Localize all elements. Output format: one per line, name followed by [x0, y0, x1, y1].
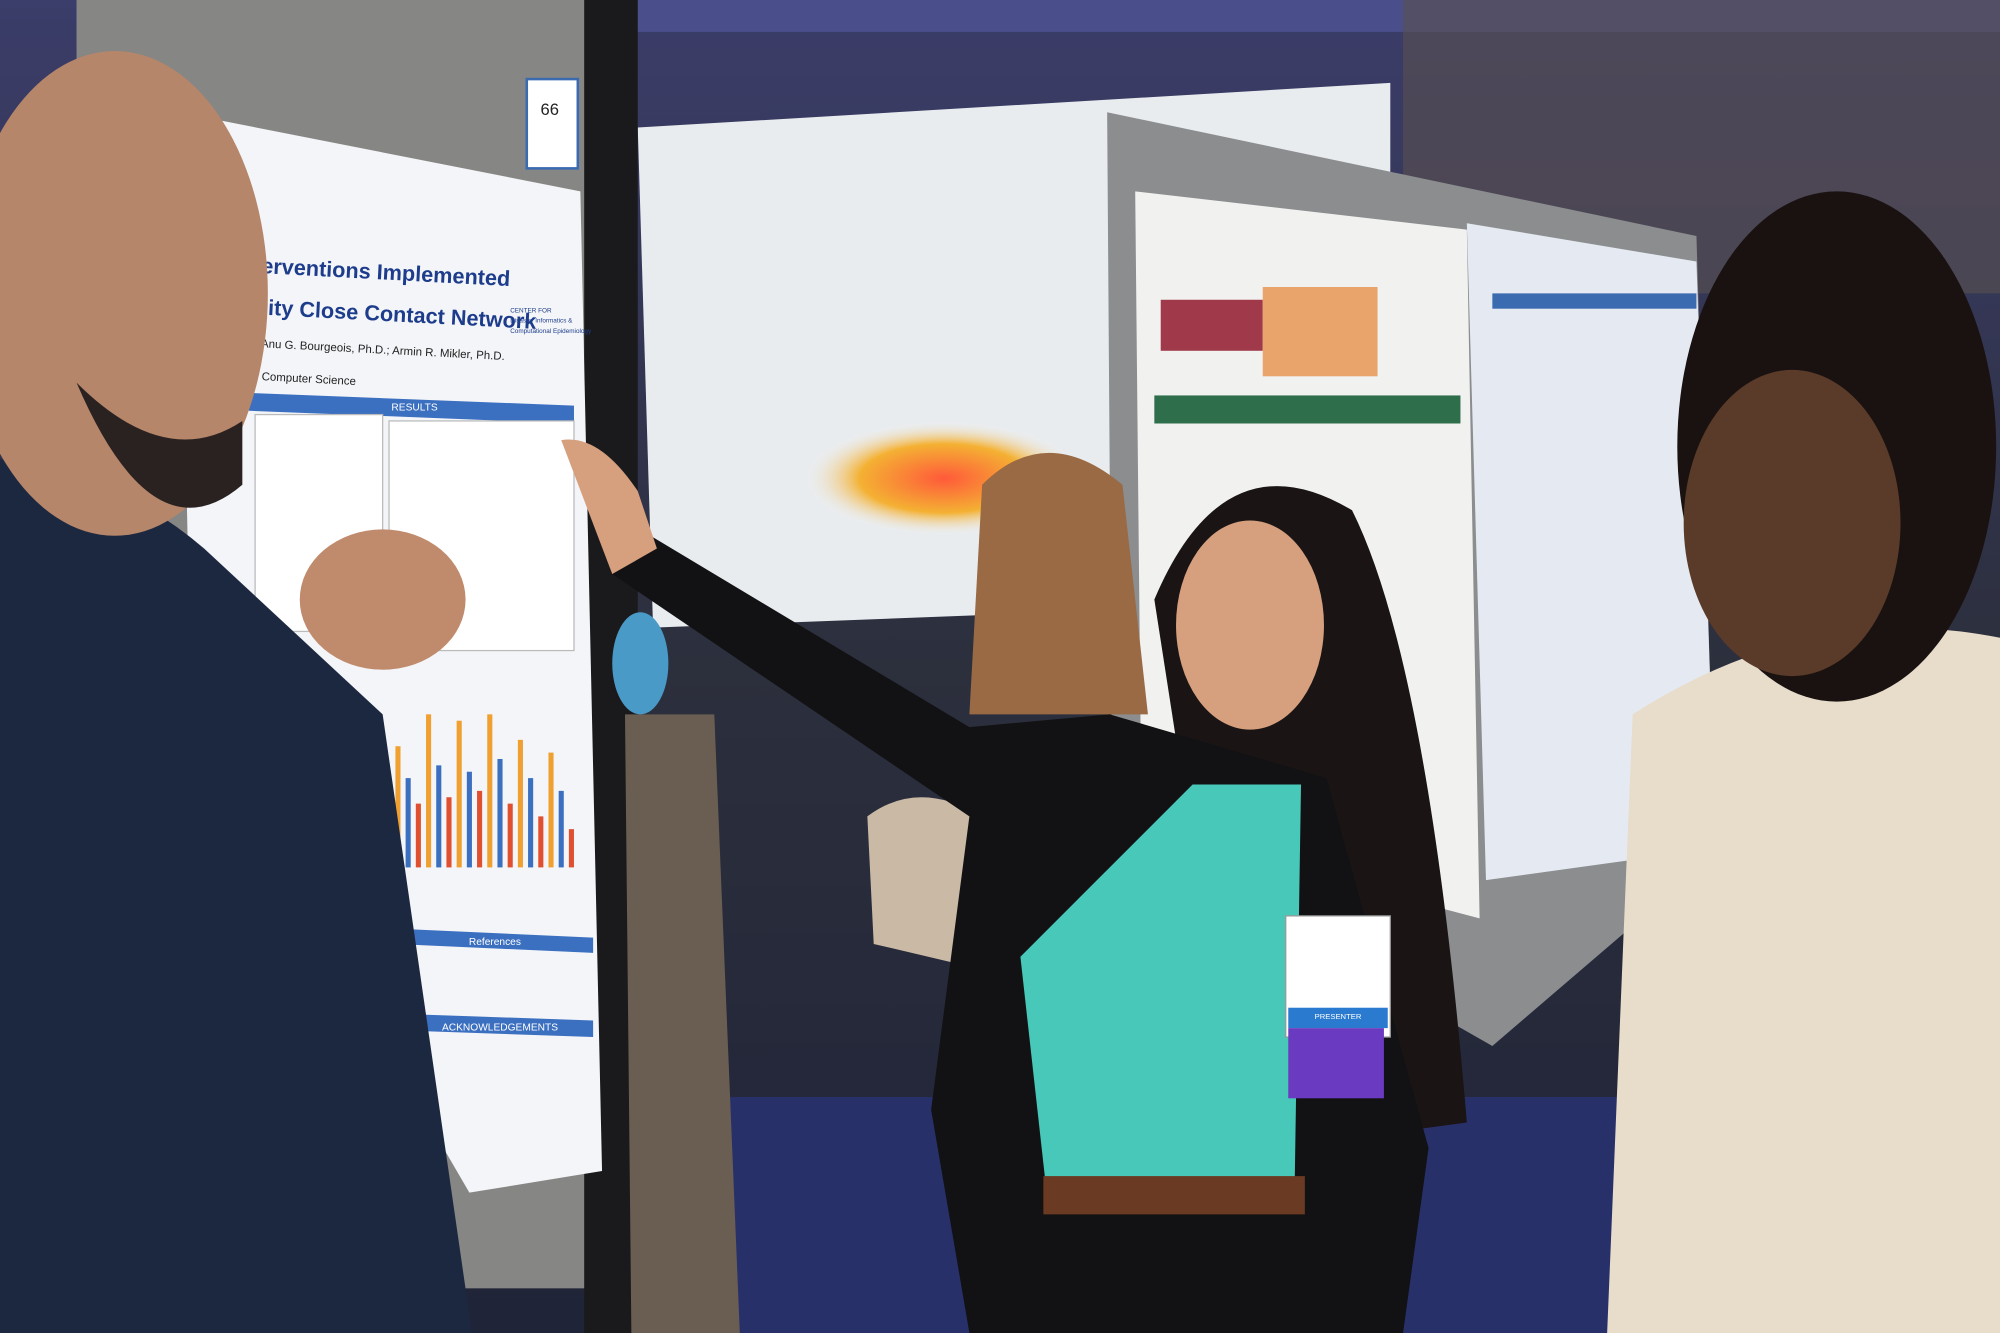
- poster-block: [1154, 395, 1461, 424]
- badge-strip: [1288, 1007, 1388, 1029]
- poster-bar: [426, 714, 432, 868]
- poster-bar: [446, 797, 452, 868]
- person-back: [867, 797, 983, 970]
- person-back: [625, 714, 740, 1333]
- poster-bar: [436, 765, 442, 868]
- hand: [299, 529, 466, 670]
- poster-bar: [405, 778, 411, 868]
- poster-bar: [548, 752, 554, 868]
- face-mask: [612, 612, 669, 715]
- section-title: ACKNOWLEDGEMENTS: [442, 1023, 558, 1034]
- poster-department: Computer Science: [261, 371, 356, 388]
- section-header: [408, 1014, 594, 1038]
- center-name: Computational Epidemiology: [510, 328, 592, 335]
- poster-bar: [517, 739, 523, 868]
- poster-bar: [558, 790, 564, 868]
- board-number-card: [525, 77, 580, 170]
- blouse: [1020, 784, 1302, 1187]
- section-title: References: [469, 937, 521, 948]
- face: [1176, 520, 1324, 730]
- section-header: [248, 392, 574, 424]
- poster-bar: [477, 790, 483, 868]
- badge-role: PRESENTER: [1315, 1012, 1362, 1021]
- poster-bar: [497, 758, 503, 868]
- face: [1683, 369, 1901, 677]
- head: [0, 51, 268, 536]
- poster-block: [1262, 287, 1378, 377]
- beard: [76, 382, 243, 508]
- poster-bar: [487, 714, 493, 868]
- poster-block: [1160, 299, 1263, 351]
- ribbon: [1288, 1028, 1384, 1099]
- poster-bar: [568, 829, 574, 868]
- section-title: RESULTS: [391, 403, 437, 414]
- jacket: [0, 459, 472, 1333]
- center-name: CENTER FOR: [510, 308, 552, 315]
- center-name: Disaster Informatics &: [510, 318, 573, 325]
- poster-block: [1492, 293, 1697, 309]
- person-back: [969, 452, 1148, 715]
- poster-bar: [538, 816, 544, 868]
- poster-bar: [415, 803, 421, 868]
- poster-bar: [466, 771, 472, 868]
- hand: [561, 439, 657, 575]
- coat: [1607, 628, 2000, 1333]
- belt: [1043, 1176, 1305, 1215]
- poster-bar: [528, 778, 534, 868]
- poster-bar: [395, 746, 401, 868]
- poster-bar: [507, 803, 513, 868]
- section-header: [395, 928, 594, 953]
- poster-bar: [456, 720, 462, 868]
- board-number: 66: [541, 100, 559, 119]
